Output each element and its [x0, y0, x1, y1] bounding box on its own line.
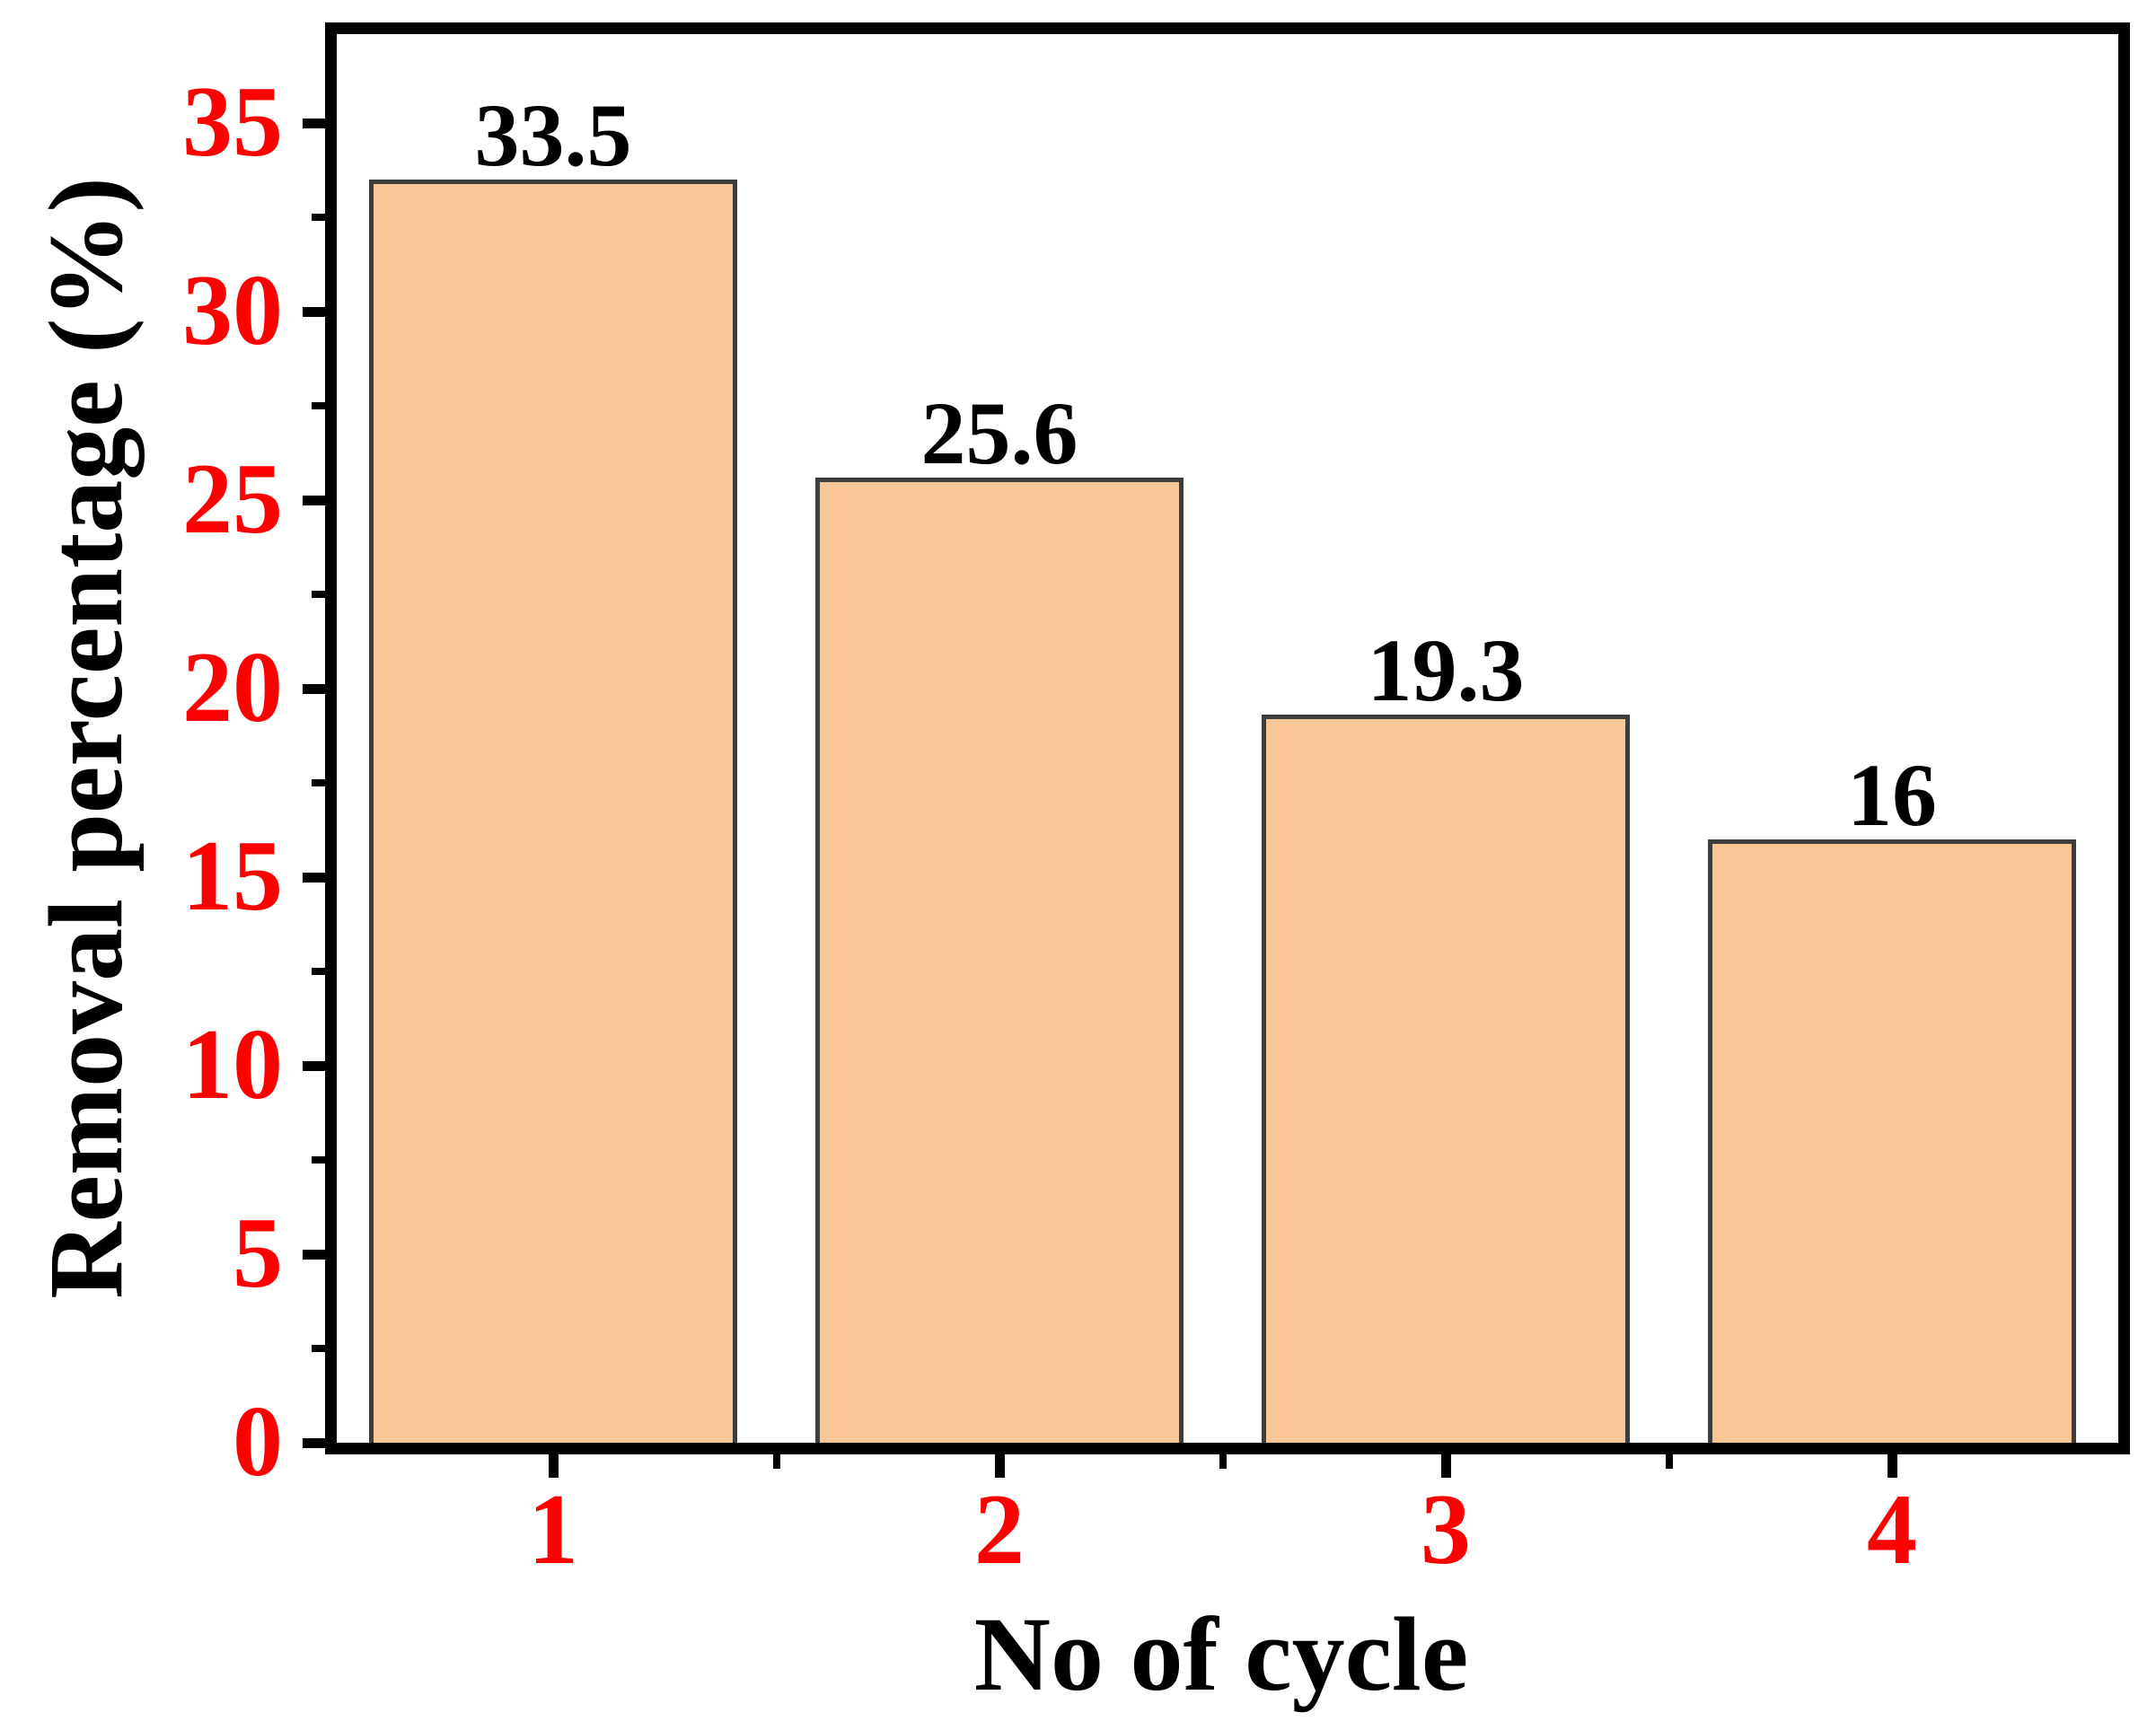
y-tick-label: 35 — [182, 66, 283, 178]
x-tick-label: 1 — [528, 1474, 578, 1585]
y-major-tick — [303, 1061, 325, 1071]
x-major-tick — [1888, 1454, 1897, 1478]
y-minor-tick — [312, 968, 325, 975]
bar-value-label: 16 — [1847, 745, 1937, 845]
y-major-tick — [303, 119, 325, 128]
y-major-tick — [303, 496, 325, 505]
y-minor-tick — [312, 1156, 325, 1164]
x-major-tick — [549, 1454, 559, 1478]
y-minor-tick — [312, 402, 325, 409]
y-tick-label: 0 — [233, 1386, 283, 1497]
y-axis-title: Removal percentage (%) — [27, 177, 145, 1299]
x-tick-label: 4 — [1867, 1474, 1917, 1585]
x-major-tick — [995, 1454, 1005, 1478]
y-minor-tick — [312, 779, 325, 786]
bar-cycle-2 — [815, 477, 1184, 1443]
x-minor-tick — [1665, 1454, 1673, 1469]
y-major-tick — [303, 307, 325, 317]
x-minor-tick — [1219, 1454, 1227, 1469]
bar-value-label: 33.5 — [474, 85, 632, 185]
bar-cycle-1 — [369, 180, 737, 1443]
x-tick-label: 3 — [1421, 1474, 1471, 1585]
x-axis-title: No of cycle — [973, 1595, 1469, 1713]
y-major-tick — [303, 873, 325, 883]
x-minor-tick — [772, 1454, 780, 1469]
y-tick-label: 20 — [182, 632, 283, 743]
y-major-tick — [303, 1250, 325, 1260]
bar-value-label: 25.6 — [920, 382, 1078, 483]
y-tick-label: 30 — [182, 255, 283, 366]
x-tick-label: 2 — [974, 1474, 1025, 1585]
y-major-tick — [303, 684, 325, 694]
y-minor-tick — [312, 1345, 325, 1352]
plot-area — [325, 22, 2130, 1454]
y-tick-label: 10 — [182, 1009, 283, 1120]
bar-cycle-3 — [1262, 715, 1630, 1443]
bar-cycle-4 — [1708, 839, 2076, 1443]
y-minor-tick — [312, 214, 325, 221]
bar-value-label: 19.3 — [1367, 620, 1525, 721]
y-tick-label: 15 — [182, 821, 283, 932]
y-major-tick — [303, 1438, 325, 1448]
x-major-tick — [1441, 1454, 1451, 1478]
y-minor-tick — [312, 591, 325, 598]
y-tick-label: 5 — [233, 1198, 283, 1309]
y-tick-label: 25 — [182, 443, 283, 555]
